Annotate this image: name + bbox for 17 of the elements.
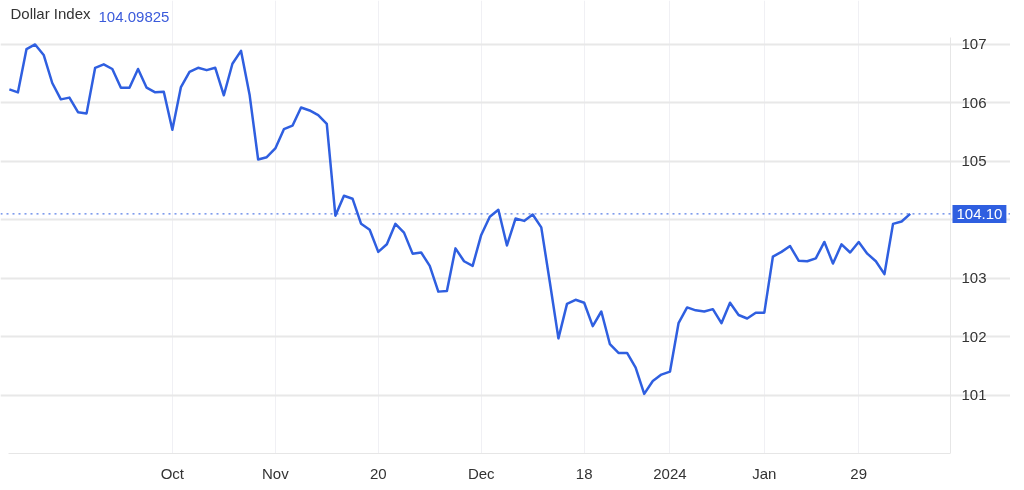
x-tick-label: 18 [575, 464, 593, 482]
y-tick-label: 106 [961, 93, 987, 111]
chart-title: Dollar Index [10, 4, 92, 22]
x-tick-label: Nov [261, 464, 290, 482]
x-tick-label: Jan [752, 464, 777, 482]
y-tick-label: 103 [961, 269, 987, 287]
chart-subtitle: 104.09825 [98, 7, 170, 25]
ref-line-label: 104.10 [956, 204, 1003, 222]
x-tick-label: 29 [850, 464, 868, 482]
x-tick-label: 2024 [653, 464, 687, 482]
y-tick-label: 101 [961, 386, 987, 404]
x-tick-label: Dec [467, 464, 496, 482]
y-tick-label: 102 [961, 327, 987, 345]
x-tick-label: 20 [369, 464, 387, 482]
y-tick-label: 105 [961, 152, 987, 170]
x-tick-label: Oct [160, 464, 185, 482]
y-tick-label: 107 [961, 35, 987, 53]
